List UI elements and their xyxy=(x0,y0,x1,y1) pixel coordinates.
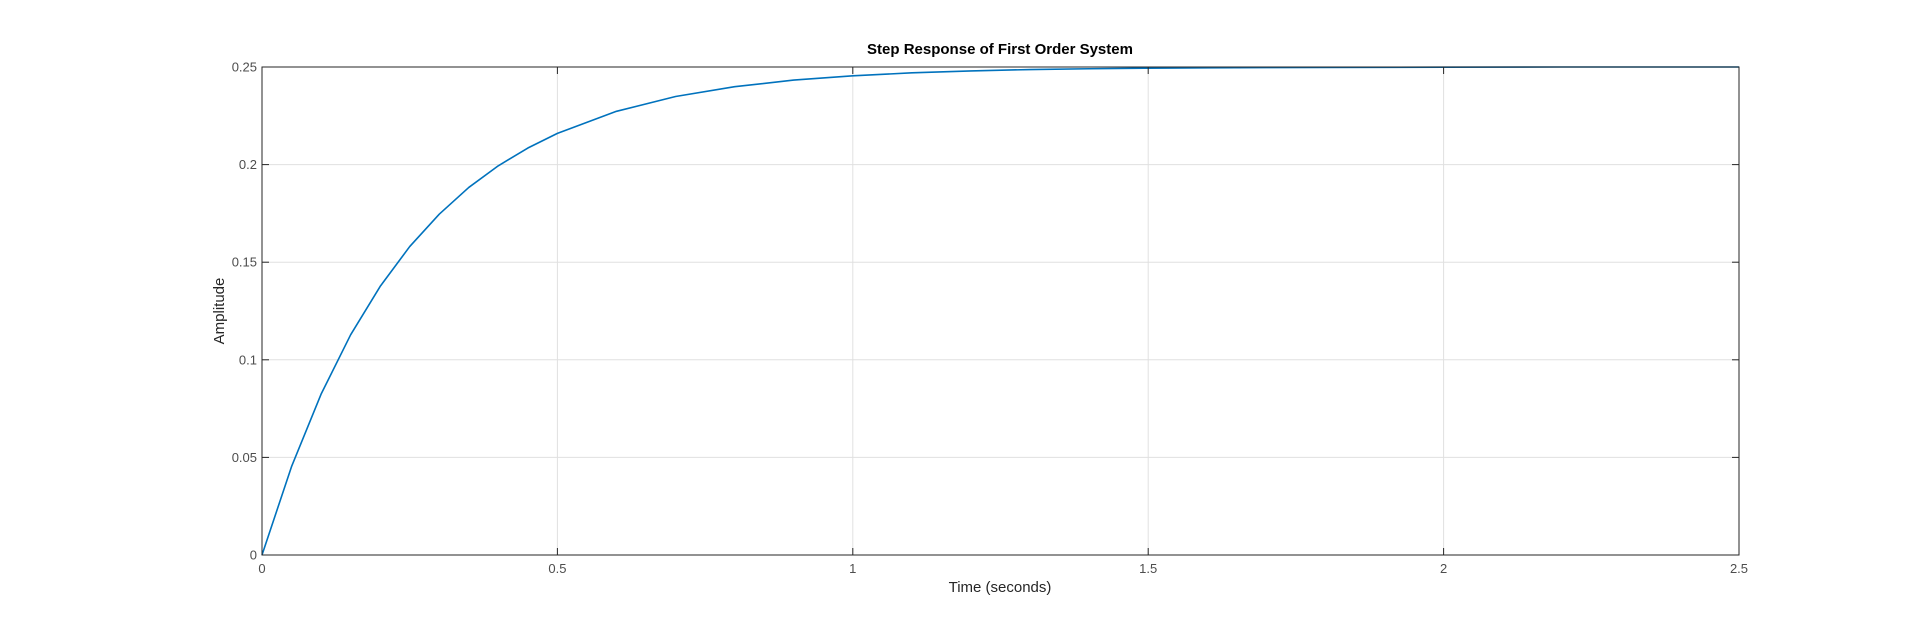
y-tick-label: 0.1 xyxy=(239,352,257,367)
x-tick-label: 2 xyxy=(1440,561,1447,576)
x-axis-label: Time (seconds) xyxy=(949,579,1052,596)
chart-title: Step Response of First Order System xyxy=(867,41,1133,58)
y-tick-label: 0 xyxy=(250,548,257,563)
x-tick-label: 0 xyxy=(258,561,265,576)
grid xyxy=(262,67,1739,555)
tick-labels: 0 0.5 1 1.5 2 2.5 0 0.05 0.1 0.15 0.2 0.25 xyxy=(232,60,1748,577)
axes xyxy=(261,66,1740,556)
x-tick-label: 1 xyxy=(849,561,856,576)
axes-box xyxy=(261,66,1740,556)
y-tick-label: 0.05 xyxy=(232,450,257,465)
y-tick-label: 0.2 xyxy=(239,157,257,172)
series-line xyxy=(261,66,1739,556)
y-tick-label: 0.15 xyxy=(232,255,257,270)
x-tick-label: 0.5 xyxy=(548,561,566,576)
axes-background xyxy=(262,67,1739,555)
y-axis-label: Amplitude xyxy=(211,278,228,345)
x-tick-label: 2.5 xyxy=(1730,561,1748,576)
y-tick-label: 0.25 xyxy=(232,60,257,75)
x-tick-label: 1.5 xyxy=(1139,561,1157,576)
